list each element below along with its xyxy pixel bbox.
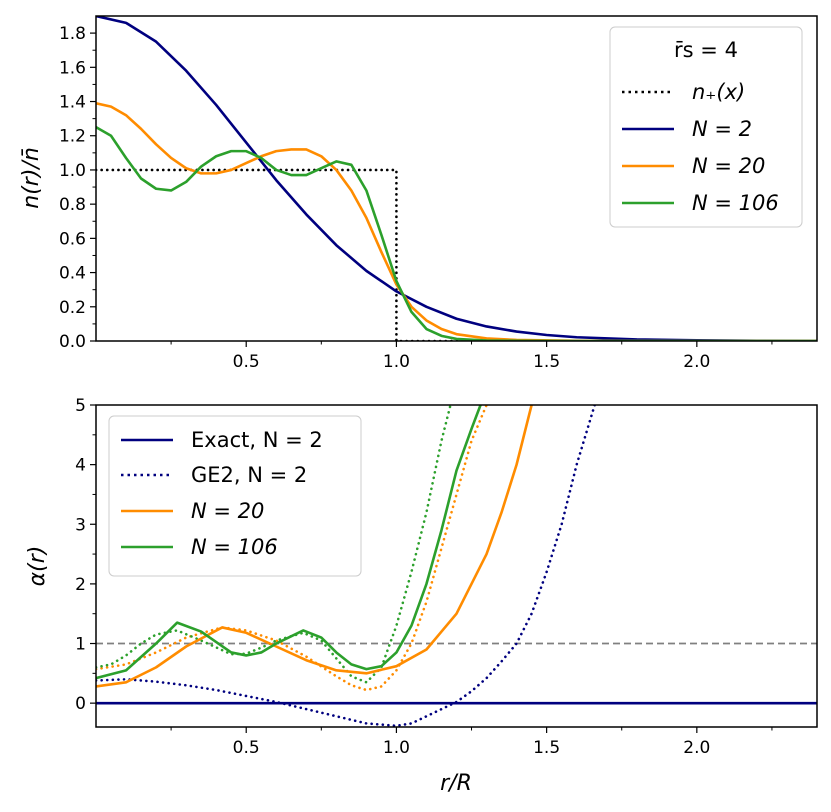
bottom-y-tick-label-2: 2 [75, 575, 86, 595]
bottom-x-tick-label-1-5: 1.5 [533, 738, 560, 758]
bottom-x-tick-label-0-5: 0.5 [233, 738, 260, 758]
legend-label-n20-bottom: N = 20 [191, 499, 264, 523]
top-x-ticks: 0.5 1.0 1.5 2.0 [170, 341, 773, 372]
top-series-n-x [96, 168, 548, 341]
top-y-tick-label-0-2: 0.2 [59, 298, 86, 318]
top-legend: r̄s = 4 n₊(x) N = 2 N = 20 N = 106 [609, 26, 803, 228]
top-x-tick-label-1-5: 1.5 [533, 352, 560, 372]
bottom-panel: 0.5 1.0 1.5 2.0 0 1 2 3 4 5 α(r) r/R Exact, N = … [25, 396, 818, 796]
bottom-axes-frame [95, 404, 818, 728]
top-y-axis-label: n(r)/n̄ [19, 147, 44, 209]
top-panel: 0.5 1.0 1.5 2.0 0.0 0.2 0.4 0.6 0.8 1.0 1.2 1.4 1.6… [19, 15, 818, 372]
bottom-y-tick-label-0: 0 [75, 694, 86, 714]
legend-label-exact-n2: Exact, N = 2 [191, 428, 323, 452]
top-legend-box [609, 26, 803, 228]
top-y-tick-label-1-6: 1.6 [59, 58, 86, 78]
top-legend-title: r̄s = 4 [674, 38, 738, 62]
legend-label-ge2-n2: GE2, N = 2 [191, 463, 307, 487]
bottom-x-ticks: 0.5 1.0 1.5 2.0 [170, 727, 773, 758]
bottom-series-n-20 [96, 405, 533, 688]
legend-label-n106-top: N = 106 [692, 191, 779, 215]
top-y-tick-label-0-6: 0.6 [59, 229, 86, 249]
bottom-y-tick-label-4: 4 [75, 456, 86, 476]
top-series-n-20 [96, 101, 817, 341]
top-series-n-2 [96, 16, 817, 341]
top-y-ticks: 0.0 0.2 0.4 0.6 0.8 1.0 1.2 1.4 1.6 1.8 [59, 24, 96, 352]
bottom-x-axis-label: r/R [440, 771, 472, 796]
top-y-tick-label-1-4: 1.4 [59, 93, 86, 113]
bottom-legend-box [108, 415, 362, 577]
top-x-tick-label-0-5: 0.5 [233, 352, 260, 372]
top-axes-frame [95, 15, 818, 342]
top-y-tick-label-1-8: 1.8 [59, 24, 86, 44]
top-x-tick-label-1-0: 1.0 [383, 352, 410, 372]
legend-label-n2-top: N = 2 [692, 117, 752, 141]
bottom-series-n-106 [96, 405, 482, 680]
top-x-tick-label-2-0: 2.0 [683, 352, 710, 372]
bottom-y-axis-label: α(r) [25, 546, 50, 587]
top-y-tick-label-0-4: 0.4 [59, 264, 86, 284]
bottom-y-ticks: 0 1 2 3 4 5 [75, 396, 96, 714]
bottom-y-tick-label-1: 1 [75, 635, 86, 655]
bottom-x-tick-label-2-0: 2.0 [683, 738, 710, 758]
legend-label-n-plus: n₊(x) [692, 80, 745, 104]
bottom-y-tick-label-5: 5 [75, 396, 86, 416]
bottom-series-ge2-n-20 [96, 405, 488, 692]
top-y-tick-label-0-8: 0.8 [59, 195, 86, 215]
bottom-series-lines [96, 405, 817, 727]
legend-label-n106-bottom: N = 106 [191, 535, 278, 559]
top-y-tick-label-1-2: 1.2 [59, 127, 86, 147]
bottom-legend: Exact, N = 2 GE2, N = 2 N = 20 N = 106 [108, 415, 362, 577]
legend-label-n20-top: N = 20 [692, 154, 765, 178]
bottom-x-tick-label-1-0: 1.0 [383, 738, 410, 758]
top-y-tick-label-1-0: 1.0 [59, 161, 86, 181]
bottom-y-tick-label-3: 3 [75, 515, 86, 535]
top-y-tick-label-0-0: 0.0 [59, 332, 86, 352]
